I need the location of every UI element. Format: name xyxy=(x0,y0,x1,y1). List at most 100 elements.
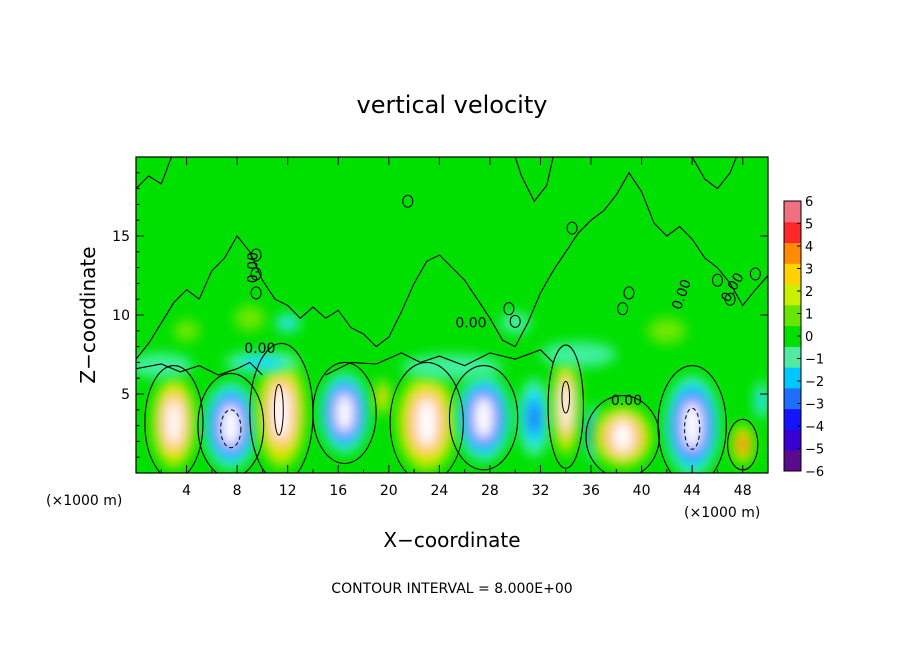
colorbar-segment-0 xyxy=(784,450,801,472)
contour-loop-0 xyxy=(250,248,262,262)
contour-cell-3 xyxy=(312,361,377,465)
field-cells xyxy=(136,305,768,473)
contour-loop-1 xyxy=(250,267,262,281)
field-cell-5 xyxy=(396,371,458,473)
x-tick-label-6: 28 xyxy=(481,483,499,499)
colorbar-segment-3 xyxy=(784,387,801,410)
field-cell-18 xyxy=(275,313,301,333)
x-tick-label-0: 4 xyxy=(182,483,191,499)
contour-loop-9 xyxy=(711,273,723,287)
contour-cell-6 xyxy=(547,344,585,469)
colorbar-label-5: 1 xyxy=(805,308,813,323)
y-ticks: 5 10 15 xyxy=(112,172,768,458)
contour-top-right xyxy=(691,157,737,190)
x-tick-label-4: 20 xyxy=(380,483,398,499)
y-axis-label: Z−coordinate xyxy=(76,246,100,383)
contour-loop-8 xyxy=(617,302,629,316)
contour-top-mid xyxy=(514,157,554,203)
contour-label-1: 0.00 xyxy=(455,316,486,332)
colorbar-label-4: 2 xyxy=(805,285,813,300)
colorbar-label-6: 0 xyxy=(805,330,813,345)
x-axis-label: X−coordinate xyxy=(383,528,520,552)
x-tick-label-9: 40 xyxy=(633,483,651,499)
colorbar-label-1: 5 xyxy=(805,218,813,233)
contour-cell-1 xyxy=(197,372,265,473)
field-cell-2 xyxy=(256,356,307,470)
contour-loop-5 xyxy=(509,314,521,328)
x-tick-label-8: 36 xyxy=(582,483,600,499)
y-tick-label-2: 15 xyxy=(112,229,130,245)
y-tick-label-0: 5 xyxy=(121,387,130,403)
colorbar-label-12: −6 xyxy=(805,465,824,480)
colorbar-segment-5 xyxy=(784,346,801,368)
x-unit-left: (×1000 m) xyxy=(46,493,122,509)
field-cell-11 xyxy=(664,375,720,473)
contour-loop-4 xyxy=(503,302,515,316)
colorbar-segment-11 xyxy=(784,221,801,244)
field-cell-7 xyxy=(517,378,551,458)
field-cell-6 xyxy=(455,373,512,462)
colorbar-segment-7 xyxy=(784,304,801,327)
contour-top-left xyxy=(136,157,172,189)
contour-loop-3 xyxy=(402,194,414,208)
colorbar-label-10: −4 xyxy=(805,420,824,435)
colorbar-segment-8 xyxy=(784,284,801,306)
contour-lines xyxy=(136,157,768,473)
contour-label-3: 0.00 xyxy=(245,252,261,283)
colorbar-label-2: 4 xyxy=(805,240,813,255)
contour-loop-10 xyxy=(724,292,736,306)
contour-cell-4 xyxy=(389,361,464,473)
field-cell-13 xyxy=(754,381,768,420)
contour-low-1 xyxy=(136,361,263,376)
contour-inner-1 xyxy=(273,384,284,436)
contour-low-2 xyxy=(325,349,554,376)
x-tick-label-2: 12 xyxy=(279,483,297,499)
field-cell-1 xyxy=(202,381,259,470)
colorbar-label-7: −1 xyxy=(805,353,824,368)
colorbar-segment-6 xyxy=(784,325,801,347)
colorbar-segment-1 xyxy=(784,429,801,451)
contour-inner-0 xyxy=(220,409,242,449)
footer-contour-interval: CONTOUR INTERVAL = 8.000E+00 xyxy=(331,581,572,597)
colorbar-segment-10 xyxy=(784,242,801,264)
field-cell-15 xyxy=(224,351,301,374)
contour-inner-3 xyxy=(684,407,701,450)
x-tick-label-7: 32 xyxy=(532,483,550,499)
contour-label-0: 0.00 xyxy=(244,341,275,357)
colorbar-label-0: 6 xyxy=(805,195,813,210)
contour-loop-6 xyxy=(566,221,578,235)
field-cell-8 xyxy=(551,356,580,458)
contour-upper xyxy=(136,171,768,360)
contour-loop-7 xyxy=(623,286,635,300)
field-cell-16 xyxy=(401,354,503,380)
field-cell-20 xyxy=(173,319,200,342)
chart-title: vertical velocity xyxy=(357,91,548,119)
y-tick-label-1: 10 xyxy=(112,308,130,324)
field-cell-10 xyxy=(592,405,653,469)
field-cell-0 xyxy=(151,375,197,470)
colorbar-segment-12 xyxy=(784,201,801,223)
colorbar-segment-2 xyxy=(784,408,801,430)
contour-loop-2 xyxy=(250,286,262,300)
contour-label-2: 0.00 xyxy=(611,393,642,409)
contour-cell-0 xyxy=(144,365,204,473)
x-tick-label-10: 44 xyxy=(683,483,701,499)
field-cell-12 xyxy=(731,424,755,466)
x-tick-label-5: 24 xyxy=(430,483,448,499)
field-cell-21 xyxy=(500,311,531,334)
contour-cell-5 xyxy=(448,365,519,471)
contour-cell-7 xyxy=(585,395,660,473)
x-tick-label-1: 8 xyxy=(233,483,242,499)
x-ticks: 4 8 12 16 20 24 28 32 36 40 44 48 xyxy=(160,157,752,499)
contour-loop-11 xyxy=(749,267,761,281)
field-cell-3 xyxy=(319,371,370,455)
field-cell-4 xyxy=(374,378,391,417)
field-cell-22 xyxy=(647,318,686,344)
colorbar-label-3: 3 xyxy=(805,263,813,278)
contour-inner-2 xyxy=(561,380,571,414)
x-unit-right: (×1000 m) xyxy=(684,505,760,521)
colorbar-label-8: −2 xyxy=(805,375,824,390)
field-cell-14 xyxy=(136,352,193,379)
contour-cell-8 xyxy=(657,365,727,473)
